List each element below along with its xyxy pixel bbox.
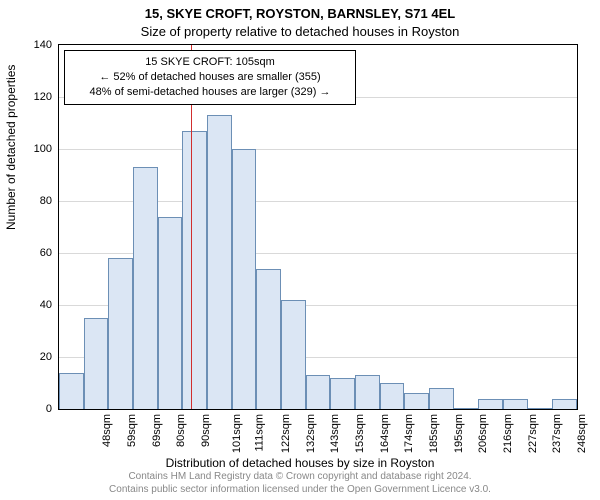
histogram-bar <box>84 318 109 409</box>
x-tick-label: 216sqm <box>502 414 514 453</box>
y-tick-label: 40 <box>12 299 52 311</box>
chart-title-main: 15, SKYE CROFT, ROYSTON, BARNSLEY, S71 4… <box>0 6 600 21</box>
histogram-bar <box>158 217 183 409</box>
info-box-line3: 48% of semi-detached houses are larger (… <box>73 85 347 100</box>
info-box: 15 SKYE CROFT: 105sqm ← 52% of detached … <box>64 50 356 105</box>
x-axis-label: Distribution of detached houses by size … <box>0 456 600 470</box>
x-tick-label: 195sqm <box>453 414 465 453</box>
histogram-bar <box>108 258 133 409</box>
x-tick-label: 90sqm <box>200 414 212 447</box>
y-tick-label: 120 <box>12 91 52 103</box>
x-tick-label: 111sqm <box>254 414 266 452</box>
x-tick-label: 164sqm <box>379 414 391 453</box>
histogram-bar <box>552 399 577 409</box>
y-tick-label: 140 <box>12 39 52 51</box>
footer: Contains HM Land Registry data © Crown c… <box>0 471 600 496</box>
histogram-bar <box>404 393 429 409</box>
histogram-bar <box>454 408 479 409</box>
y-tick-label: 80 <box>12 195 52 207</box>
x-tick-label: 248sqm <box>576 414 588 453</box>
x-tick-label: 153sqm <box>354 414 366 453</box>
histogram-bar <box>59 373 84 409</box>
y-tick-label: 60 <box>12 247 52 259</box>
x-tick-label: 80sqm <box>175 414 187 447</box>
histogram-bar <box>528 408 553 409</box>
histogram-bar <box>503 399 528 409</box>
chart-container: 15, SKYE CROFT, ROYSTON, BARNSLEY, S71 4… <box>0 0 600 500</box>
x-tick-label: 48sqm <box>101 414 113 447</box>
histogram-bar <box>330 378 355 409</box>
footer-line1: Contains HM Land Registry data © Crown c… <box>0 471 600 484</box>
histogram-bar <box>232 149 257 409</box>
histogram-bar <box>355 375 380 409</box>
histogram-bar <box>478 399 503 409</box>
histogram-bar <box>429 388 454 409</box>
histogram-bar <box>182 131 207 409</box>
histogram-bar <box>256 269 281 409</box>
y-tick-label: 0 <box>12 403 52 415</box>
x-tick-label: 185sqm <box>428 414 440 453</box>
x-tick-label: 59sqm <box>126 414 138 447</box>
histogram-bar <box>281 300 306 409</box>
histogram-bar <box>207 115 232 409</box>
info-box-line1: 15 SKYE CROFT: 105sqm <box>73 55 347 70</box>
x-tick-label: 227sqm <box>527 414 539 453</box>
x-tick-label: 206sqm <box>477 414 489 453</box>
x-tick-label: 122sqm <box>280 414 292 453</box>
x-tick-label: 237sqm <box>551 414 563 453</box>
grid-line <box>59 149 577 150</box>
x-tick-label: 132sqm <box>305 414 317 453</box>
x-tick-label: 101sqm <box>231 414 243 453</box>
x-tick-label: 174sqm <box>403 414 415 453</box>
histogram-bar <box>380 383 405 409</box>
x-tick-label: 143sqm <box>329 414 341 453</box>
histogram-bar <box>133 167 158 409</box>
chart-title-sub: Size of property relative to detached ho… <box>0 24 600 39</box>
y-tick-label: 100 <box>12 143 52 155</box>
y-tick-label: 20 <box>12 351 52 363</box>
footer-line2: Contains public sector information licen… <box>0 484 600 497</box>
histogram-bar <box>306 375 331 409</box>
info-box-line2: ← 52% of detached houses are smaller (35… <box>73 70 347 85</box>
x-tick-label: 69sqm <box>151 414 163 447</box>
